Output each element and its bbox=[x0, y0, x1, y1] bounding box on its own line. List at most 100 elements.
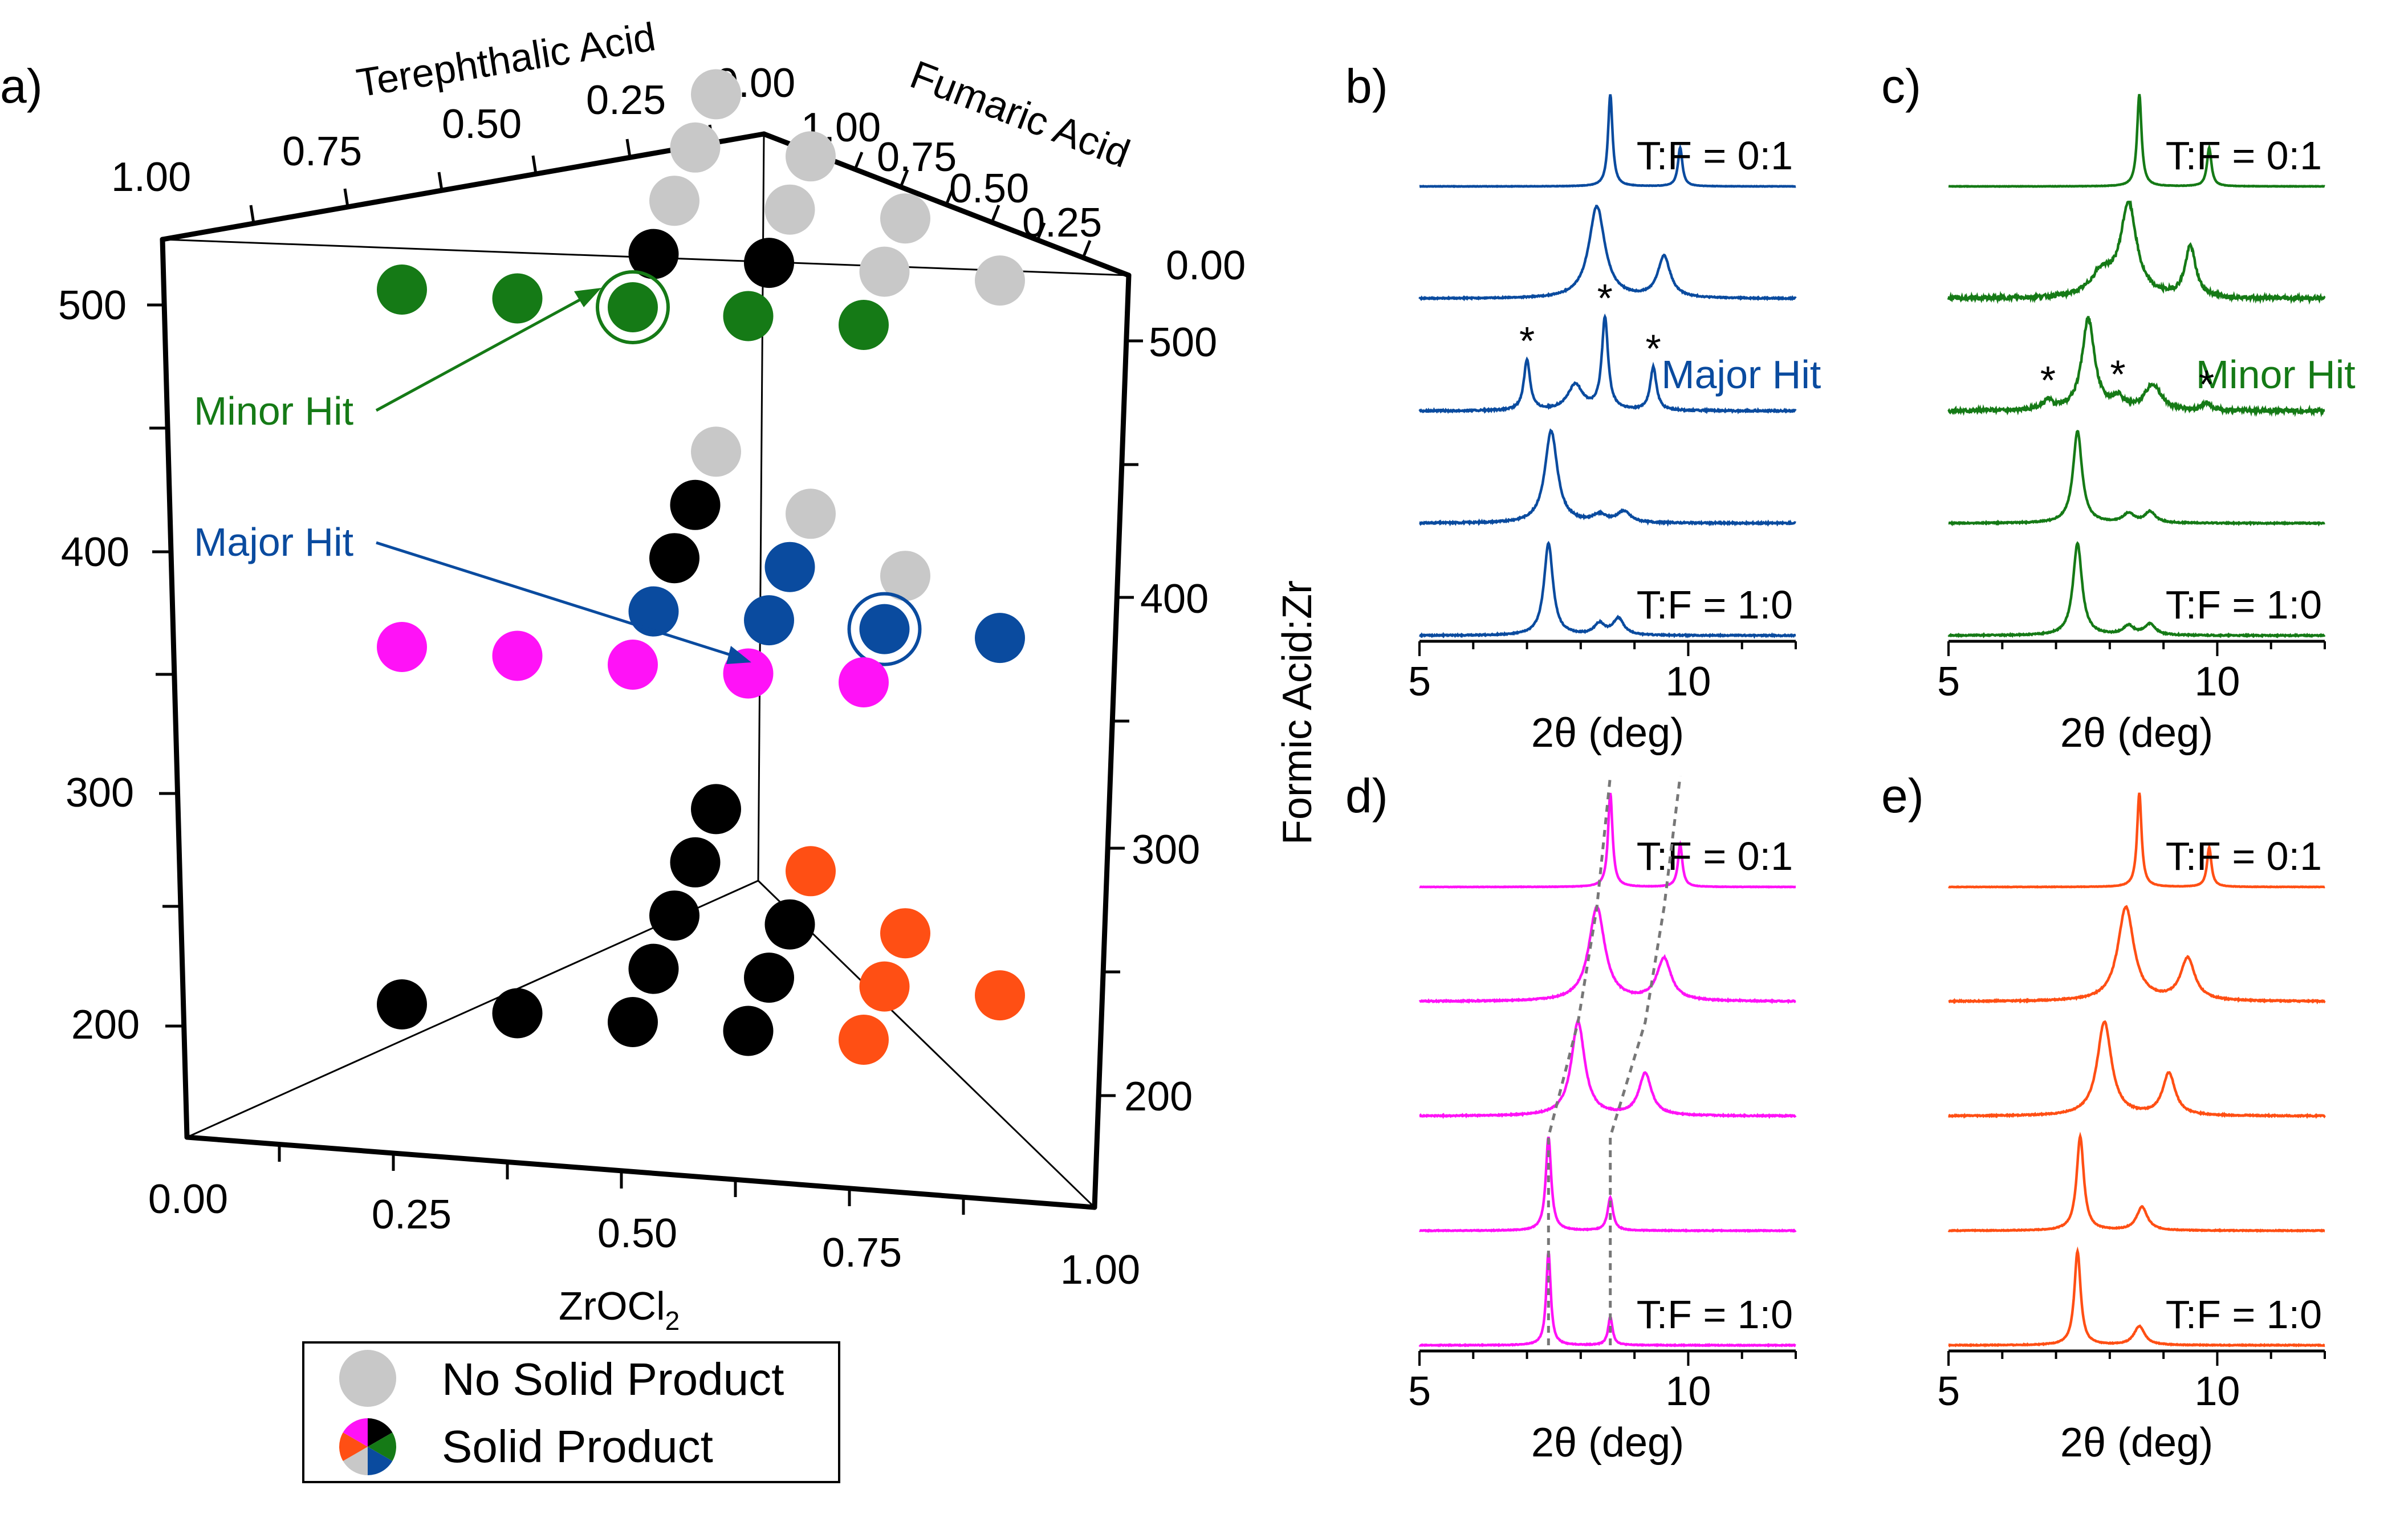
peak-star: * bbox=[1519, 319, 1535, 363]
x-tick-label: 5 bbox=[1937, 1369, 1960, 1414]
xrd-trace bbox=[1947, 316, 2325, 418]
tick-label: 1.00 bbox=[111, 154, 191, 200]
axis-title-zr-subscript: 2 bbox=[665, 1306, 680, 1336]
xrd-trace bbox=[1947, 1020, 2326, 1119]
scatter-point bbox=[975, 613, 1025, 664]
scatter-point bbox=[880, 193, 930, 244]
annotation-minor-arrowhead bbox=[574, 288, 601, 307]
x-axis-title: 2θ (deg) bbox=[2060, 710, 2213, 756]
scatter-point bbox=[744, 953, 794, 1003]
legend: No Solid Product Solid Product bbox=[302, 1341, 840, 1483]
x-axis-title: 2θ (deg) bbox=[1531, 710, 1684, 756]
xrd-trace bbox=[1947, 541, 2326, 639]
panel-label: e) bbox=[1881, 769, 1924, 823]
peak-guide-line bbox=[1609, 776, 1682, 1345]
annotation-major-arrowhead bbox=[726, 646, 751, 664]
tick-label: 1.00 bbox=[1060, 1247, 1140, 1293]
scatter-point bbox=[670, 122, 721, 173]
annotation-major-hit: Major Hit bbox=[194, 520, 751, 664]
x-tick-label: 5 bbox=[1408, 1369, 1431, 1414]
scatter-point bbox=[377, 264, 427, 315]
tick-label: 0.25 bbox=[586, 78, 666, 123]
annotation-minor-arrow-line bbox=[375, 295, 587, 412]
scatter-point bbox=[691, 784, 741, 835]
frame-top-left bbox=[160, 131, 767, 242]
xrd-trace bbox=[1948, 792, 2325, 889]
xrd-trace bbox=[1947, 1132, 2325, 1234]
tick-label: 0.25 bbox=[1022, 200, 1102, 246]
scatter-point bbox=[628, 229, 679, 279]
panel-a-label: a) bbox=[0, 59, 43, 113]
scatter-point bbox=[649, 533, 699, 584]
tick-mark bbox=[249, 205, 255, 224]
tick-label: 0.00 bbox=[1166, 243, 1246, 288]
scatter-point bbox=[628, 586, 679, 637]
tick-mark bbox=[990, 205, 1000, 223]
legend-pie-slice bbox=[368, 1447, 393, 1475]
x-tick-label: 10 bbox=[2194, 1369, 2240, 1414]
hit-label: Major Hit bbox=[1661, 352, 1821, 397]
tick-mark bbox=[945, 187, 955, 205]
scatter-point bbox=[786, 489, 836, 539]
xrd-trace bbox=[1948, 1246, 2325, 1348]
scatter-point bbox=[377, 622, 427, 672]
scatter-point bbox=[670, 479, 721, 530]
scatter-point bbox=[608, 997, 658, 1047]
scatter-point bbox=[859, 961, 910, 1012]
scatter-point bbox=[608, 282, 658, 332]
trace-label: T:F = 0:1 bbox=[2166, 834, 2322, 878]
scatter-point bbox=[975, 255, 1025, 306]
axis-title-zr-main: ZrOCl bbox=[559, 1284, 665, 1328]
legend-no-solid-marker bbox=[339, 1350, 396, 1407]
scatter-point bbox=[492, 988, 543, 1039]
annotation-major-arrow-line bbox=[376, 541, 733, 657]
legend-pie-slice bbox=[343, 1447, 368, 1475]
tick-mark bbox=[853, 152, 864, 170]
xrd-trace bbox=[1418, 905, 1796, 1004]
x-tick-label: 10 bbox=[1665, 1369, 1711, 1414]
tick-mark bbox=[1081, 240, 1092, 258]
xrd-trace bbox=[1418, 1251, 1796, 1348]
x-axis-title: 2θ (deg) bbox=[2060, 1420, 2213, 1466]
frame-right-vertical bbox=[1092, 272, 1132, 1210]
peak-star: * bbox=[1646, 326, 1661, 371]
scatter-point bbox=[786, 131, 836, 182]
tick-mark bbox=[437, 172, 444, 191]
xrd-panel-e: e) T:F = 0:1 T:F = 1:0 5 10 2θ (deg) bbox=[1881, 769, 2326, 1466]
scatter-point bbox=[377, 979, 427, 1029]
scatter-point bbox=[670, 837, 721, 888]
x-tick-label: 5 bbox=[1408, 659, 1431, 705]
tick-mark bbox=[899, 169, 909, 188]
legend-no-solid-label: No Solid Product bbox=[442, 1354, 784, 1405]
peak-star: * bbox=[2110, 352, 2125, 396]
trace-label: T:F = 1:0 bbox=[1637, 1292, 1793, 1337]
xrd-trace bbox=[1948, 905, 2326, 1005]
scatter-point bbox=[764, 542, 815, 592]
tick-label: 400 bbox=[1140, 576, 1209, 622]
trace-label: T:F = 0:1 bbox=[1637, 133, 1793, 178]
frame-tick-marks bbox=[147, 124, 1143, 1215]
tick-label: 300 bbox=[1132, 827, 1200, 873]
peak-guide-line bbox=[1547, 776, 1612, 1345]
scatter-point bbox=[880, 551, 930, 601]
tick-label: 500 bbox=[1149, 320, 1217, 365]
xrd-trace bbox=[1418, 540, 1796, 639]
scatter-point bbox=[492, 630, 543, 681]
axis-title-zr: ZrOCl2 bbox=[559, 1284, 680, 1336]
hit-label: Minor Hit bbox=[2196, 352, 2356, 397]
xrd-trace bbox=[1419, 1136, 1797, 1234]
x-tick-label: 5 bbox=[1937, 659, 1960, 705]
tick-label: 0.50 bbox=[597, 1211, 677, 1256]
ternary-3d-plot: a) bbox=[0, 14, 1320, 1483]
xrd-trace bbox=[1418, 205, 1797, 302]
annotation-major-label: Major Hit bbox=[194, 520, 353, 564]
scatter-point bbox=[492, 273, 543, 324]
scatter-point bbox=[786, 846, 836, 897]
legend-pie-slice bbox=[343, 1418, 368, 1447]
tick-labels-zr: 0.00 0.25 0.50 0.75 1.00 bbox=[148, 1177, 1140, 1293]
scatter-point bbox=[723, 291, 774, 341]
panel-label: d) bbox=[1345, 769, 1388, 823]
tick-label: 500 bbox=[58, 283, 127, 328]
scatter-point bbox=[839, 300, 889, 350]
legend-pie-slice bbox=[368, 1432, 396, 1461]
